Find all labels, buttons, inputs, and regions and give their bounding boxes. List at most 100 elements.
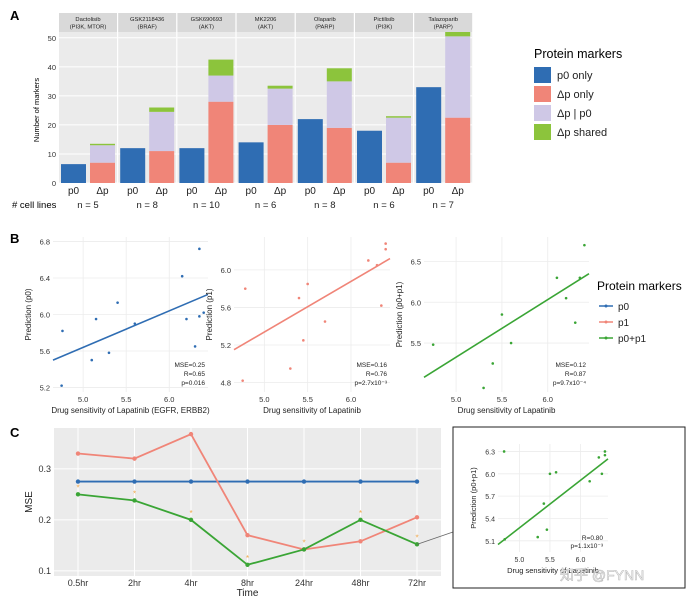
panel-a-legend: Protein markers p0 only Δp only Δp | p0 Δp … — [534, 47, 622, 140]
x-tick-label: 8hr — [241, 578, 254, 588]
bar-segment-p0-only — [297, 119, 323, 183]
legend-label: Δp only — [557, 89, 594, 101]
bar-segment-dp-or-p0 — [445, 36, 471, 118]
x-tick-label: 48hr — [351, 578, 369, 588]
series-point — [414, 479, 420, 484]
series-point — [245, 532, 250, 538]
facet-drug-name: Talazoparib — [428, 17, 458, 23]
facet-mk2206: MK2206 (AKT) n = 6 p0 Δp — [236, 13, 295, 211]
panel-b-label: B — [10, 231, 19, 246]
y-tick-label: 6.0 — [221, 266, 231, 275]
data-point — [302, 339, 305, 342]
stat-annotation: R=0.76 — [366, 371, 388, 378]
x-tick-label: 5.5 — [121, 395, 131, 404]
y-tick-label: 6.4 — [40, 274, 50, 283]
data-point — [306, 282, 309, 286]
regression-line — [233, 257, 391, 351]
bar-category-label: p0 — [364, 186, 376, 197]
data-point — [573, 321, 577, 324]
stat-annotation: p=1.1x10⁻³ — [570, 543, 603, 550]
x-tick-label: 6.0 — [164, 395, 174, 404]
significance-star: * — [415, 533, 418, 542]
x-axis-label: Drug sensitivity of Lapatinib — [458, 406, 556, 415]
significance-star: * — [76, 483, 79, 492]
bar-segment-dp-or-p0 — [208, 75, 234, 102]
legend-point — [604, 304, 608, 308]
panel-a-legend-title: Protein markers — [534, 47, 622, 61]
y-tick-label: 5.4 — [485, 516, 495, 523]
y-tick-label: 5.2 — [40, 383, 50, 392]
bar-category-label: p0 — [68, 186, 80, 197]
y-axis-label: Prediction (p1) — [205, 288, 214, 340]
inset-frame — [452, 426, 686, 589]
series-point — [188, 517, 194, 523]
data-point — [61, 329, 64, 333]
series-point — [414, 515, 420, 520]
data-point — [133, 322, 137, 325]
stat-annotation: R=0.80 — [582, 535, 604, 542]
y-tick-label: 6.0 — [485, 472, 495, 479]
y-tick-label: 5.7 — [485, 494, 495, 501]
panel-c-line-chart: 0.1 0.2 0.3 0.5hr 2hr 4hr 8hr 24hr 48hr 72hr Time M… — [24, 428, 454, 599]
bar-category-label: p0 — [423, 186, 435, 197]
stat-annotation: R=0.87 — [565, 371, 587, 378]
data-point — [597, 456, 601, 459]
y-tick-label: 4.8 — [221, 379, 231, 388]
data-point — [185, 317, 188, 321]
significance-star: * — [359, 509, 362, 518]
bar-segment-p0-only — [238, 142, 264, 183]
panel-a-facets: Dactolisib(PI3K, MTOR)n = 5p0 ΔpGSK211843… — [59, 13, 473, 211]
data-point — [600, 472, 604, 476]
panel-c-label: C — [10, 425, 20, 440]
facet-drug-target: (PI3K) — [376, 25, 392, 31]
y-tick-label: 6.0 — [40, 311, 50, 320]
bar-category-label: Δp — [96, 186, 109, 197]
data-point — [564, 296, 568, 300]
bar-segment-dp-shared — [149, 107, 175, 112]
facet-pictilisib: Pictilisib (PI3K) n = 6 p0 Δp — [355, 13, 413, 211]
data-point — [243, 287, 247, 290]
series-point — [75, 492, 81, 497]
y-tick-label: 6.8 — [40, 238, 50, 247]
stat-annotation: p=0.016 — [181, 380, 205, 387]
facet-strip — [236, 13, 295, 32]
data-point — [431, 343, 435, 346]
data-point — [509, 341, 513, 345]
facet-talazoparib: Talazoparib (PARP) n = 7 p0 Δp — [414, 13, 473, 211]
bar-category-label: Δp — [215, 186, 228, 197]
bar-segment-dp-shared — [267, 85, 293, 89]
data-point — [380, 304, 383, 307]
panel-a-y-tick-label: 50 — [48, 34, 56, 43]
x-tick-label: 4hr — [184, 578, 197, 588]
series-point — [132, 456, 137, 461]
panel-a-y-tick-label: 40 — [48, 63, 56, 72]
stat-annotation: p=2.7x10⁻³ — [354, 380, 387, 387]
data-point — [502, 450, 506, 453]
data-point — [94, 317, 98, 321]
panel-a-y-axis-label: Number of markers — [32, 78, 41, 142]
facet-drug-target: (AKT) — [258, 25, 273, 31]
x-tick-label: 5.0 — [78, 395, 88, 404]
bar-segment-p0-only — [357, 130, 382, 183]
data-point — [384, 242, 387, 245]
legend-label: Δp | p0 — [557, 108, 592, 120]
bar-category-label: p0 — [246, 186, 258, 197]
stat-annotation: MSE=0.25 — [174, 362, 205, 369]
facet-drug-name: Olaparib — [314, 17, 336, 23]
panel-a-y-tick-label: 20 — [48, 121, 56, 130]
legend-swatch-dp-only — [534, 86, 551, 102]
bar-category-label: Δp — [156, 186, 169, 197]
data-point — [107, 351, 111, 355]
bar-category-label: p0 — [186, 186, 198, 197]
legend-point — [604, 320, 608, 324]
data-point — [180, 274, 184, 278]
data-point — [603, 453, 607, 457]
facet-drug-name: Dactolisib — [75, 17, 100, 23]
data-point — [198, 247, 201, 251]
stat-annotation: MSE=0.12 — [555, 362, 586, 369]
x-axis-label: Drug sensitivity of Lapatinib — [263, 406, 361, 415]
y-tick-label: 5.1 — [485, 539, 495, 546]
scatter-plot-area — [498, 444, 608, 552]
y-tick-label: 5.5 — [411, 339, 421, 348]
regression-line — [52, 293, 209, 361]
